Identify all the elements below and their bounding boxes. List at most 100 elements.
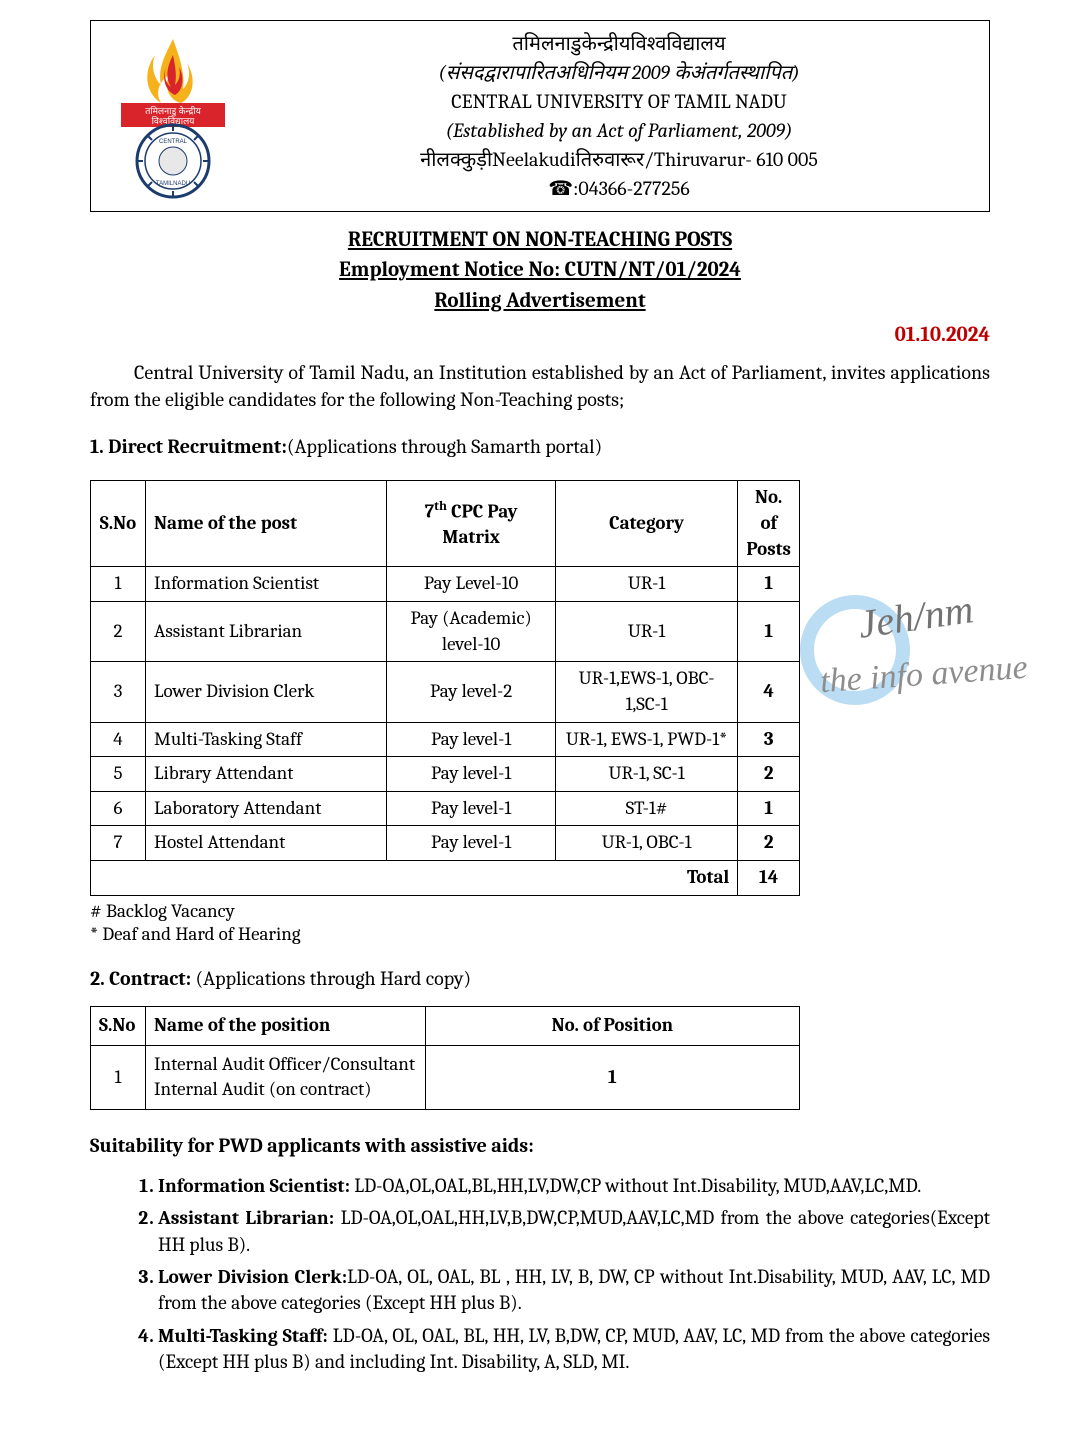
cell-pay: Pay level-1 xyxy=(387,757,555,792)
phone-number: :04366-277256 xyxy=(573,177,690,200)
total-value: 14 xyxy=(738,861,800,896)
header-line-hi: तमिलनाडुकेन्द्रीयविश्वविद्यालय xyxy=(261,29,977,58)
table1-footnotes: # Backlog Vacancy * Deaf and Hard of Hea… xyxy=(90,900,990,948)
suitability-heading: Suitability for PWD applicants with assi… xyxy=(90,1132,990,1159)
title-notice-no: Employment Notice No: CUTN/NT/01/2024 xyxy=(90,256,990,284)
table1-header-row: S.No Name of the post 7th CPC Pay Matrix… xyxy=(91,481,800,567)
section1-bold: 1. Direct Recruitment: xyxy=(90,435,287,458)
direct-recruitment-table: S.No Name of the post 7th CPC Pay Matrix… xyxy=(90,480,800,895)
cell-num: 1 xyxy=(425,1045,799,1109)
cell-name: Information Scientist xyxy=(145,567,387,602)
table-row: 7Hostel AttendantPay level-1UR-1, OBC-12 xyxy=(91,826,800,861)
item-title: Lower Division Clerk: xyxy=(158,1265,347,1288)
header-line-phone: ☎:04366-277256 xyxy=(261,174,977,203)
table2-header-row: S.No Name of the position No. of Positio… xyxy=(91,1007,800,1046)
cell-posts: 1 xyxy=(738,791,800,826)
title-recruitment: RECRUITMENT ON NON-TEACHING POSTS xyxy=(90,226,990,254)
list-item: Assistant Librarian: LD-OA,OL,OAL,HH,LV,… xyxy=(158,1205,990,1258)
col-posts: No. of Posts xyxy=(738,481,800,567)
contract-table: S.No Name of the position No. of Positio… xyxy=(90,1006,800,1110)
section2-bold: 2. Contract: xyxy=(90,967,196,990)
cell-category: UR-1,EWS-1, OBC-1,SC-1 xyxy=(555,662,738,722)
item-title: Multi-Tasking Staff: xyxy=(158,1324,333,1347)
col2-name: Name of the position xyxy=(145,1007,425,1046)
table-row: 5Library AttendantPay level-1UR-1, SC-12 xyxy=(91,757,800,792)
cell-category: UR-1 xyxy=(555,567,738,602)
total-label: Total xyxy=(91,861,738,896)
cell-sno: 4 xyxy=(91,722,146,757)
cell-pay: Pay level-2 xyxy=(387,662,555,722)
cell-posts: 1 xyxy=(738,601,800,661)
cell-name: Hostel Attendant xyxy=(145,826,387,861)
header-line-address: नीलक्कुड़ीNeelakudiतिरुवारूर/Thiruvarur-… xyxy=(261,145,977,174)
page: तमिलनाडु केन्द्रीय विश्वविद्यालय xyxy=(0,0,1080,1431)
cell-sno: 1 xyxy=(91,1045,146,1109)
cell-posts: 4 xyxy=(738,662,800,722)
cell-sno: 5 xyxy=(91,757,146,792)
list-item: Multi-Tasking Staff: LD-OA, OL, OAL, BL,… xyxy=(158,1323,990,1376)
table-row: 6Laboratory AttendantPay level-1ST-1#1 xyxy=(91,791,800,826)
table-row: 2Assistant LibrarianPay (Academic) level… xyxy=(91,601,800,661)
watermark-ring-icon xyxy=(800,595,910,705)
cell-sno: 2 xyxy=(91,601,146,661)
cell-sno: 3 xyxy=(91,662,146,722)
cell-pay: Pay level-1 xyxy=(387,826,555,861)
university-logo: तमिलनाडु केन्द्रीय विश्वविद्यालय xyxy=(103,31,243,201)
watermark: Jeh/nm the info avenue xyxy=(780,590,1080,810)
cell-posts: 3 xyxy=(738,722,800,757)
table1-total-row: Total14 xyxy=(91,861,800,896)
table-row: 1Information ScientistPay Level-10UR-11 xyxy=(91,567,800,602)
notice-date: 01.10.2024 xyxy=(90,321,990,349)
cell-category: UR-1, OBC-1 xyxy=(555,826,738,861)
section2-rest: (Applications through Hard copy) xyxy=(196,967,472,990)
pay-post: CPC Pay Matrix xyxy=(442,500,517,548)
list-item: Lower Division Clerk:LD-OA, OL, OAL, BL … xyxy=(158,1264,990,1317)
section2-heading: 2. Contract: (Applications through Hard … xyxy=(90,965,990,992)
footnote-backlog: # Backlog Vacancy xyxy=(90,900,990,924)
header-line-hi-italic: (संसदद्वारापारितअधिनियम 2009 केअंतर्गतस्… xyxy=(261,58,977,87)
col2-sno: S.No xyxy=(91,1007,146,1046)
phone-icon: ☎ xyxy=(548,177,573,200)
cell-sno: 1 xyxy=(91,567,146,602)
letterhead-box: तमिलनाडु केन्द्रीय विश्वविद्यालय xyxy=(90,20,990,212)
notice-titles: RECRUITMENT ON NON-TEACHING POSTS Employ… xyxy=(90,226,990,315)
col-pay: 7th CPC Pay Matrix xyxy=(387,481,555,567)
cell-posts: 1 xyxy=(738,567,800,602)
cell-sno: 6 xyxy=(91,791,146,826)
section1-rest: (Applications through Samarth portal) xyxy=(287,435,602,458)
col-name: Name of the post xyxy=(145,481,387,567)
watermark-text-2: the info avenue xyxy=(819,645,1029,705)
cell-name: Assistant Librarian xyxy=(145,601,387,661)
cell-name: Library Attendant xyxy=(145,757,387,792)
cell-posts: 2 xyxy=(738,757,800,792)
cell-category: UR-1, EWS-1, PWD-1* xyxy=(555,722,738,757)
intro-paragraph: Central University of Tamil Nadu, an Ins… xyxy=(90,359,990,413)
suitability-list: Information Scientist: LD-OA,OL,OAL,BL,H… xyxy=(90,1173,990,1375)
watermark-text-1: Jeh/nm xyxy=(855,582,977,652)
title-rolling: Rolling Advertisement xyxy=(90,287,990,315)
table-row: 3Lower Division ClerkPay level-2UR-1,EWS… xyxy=(91,662,800,722)
cell-posts: 2 xyxy=(738,826,800,861)
item-body: LD-OA,OL,OAL,BL,HH,LV,DW,CP without Int.… xyxy=(354,1174,921,1197)
svg-text:CENTRAL: CENTRAL xyxy=(159,139,188,145)
section1-heading: 1. Direct Recruitment:(Applications thro… xyxy=(90,433,990,460)
footnote-deaf: * Deaf and Hard of Hearing xyxy=(90,923,990,947)
cell-pay: Pay (Academic) level-10 xyxy=(387,601,555,661)
cell-name: Laboratory Attendant xyxy=(145,791,387,826)
svg-text:TAMILNADU: TAMILNADU xyxy=(156,181,190,187)
pay-sup: th xyxy=(434,499,447,514)
col-category: Category xyxy=(555,481,738,567)
table-row: 1Internal Audit Officer/Consultant Inter… xyxy=(91,1045,800,1109)
cell-name: Lower Division Clerk xyxy=(145,662,387,722)
item-title: Information Scientist: xyxy=(158,1174,354,1197)
cell-pay: Pay level-1 xyxy=(387,791,555,826)
header-line-en: CENTRAL UNIVERSITY OF TAMIL NADU xyxy=(261,87,977,116)
col2-num: No. of Position xyxy=(425,1007,799,1046)
cell-category: UR-1 xyxy=(555,601,738,661)
table-row: 4Multi-Tasking StaffPay level-1UR-1, EWS… xyxy=(91,722,800,757)
cell-pay: Pay Level-10 xyxy=(387,567,555,602)
cell-name: Multi-Tasking Staff xyxy=(145,722,387,757)
cell-category: ST-1# xyxy=(555,791,738,826)
cell-sno: 7 xyxy=(91,826,146,861)
item-title: Assistant Librarian: xyxy=(158,1206,341,1229)
